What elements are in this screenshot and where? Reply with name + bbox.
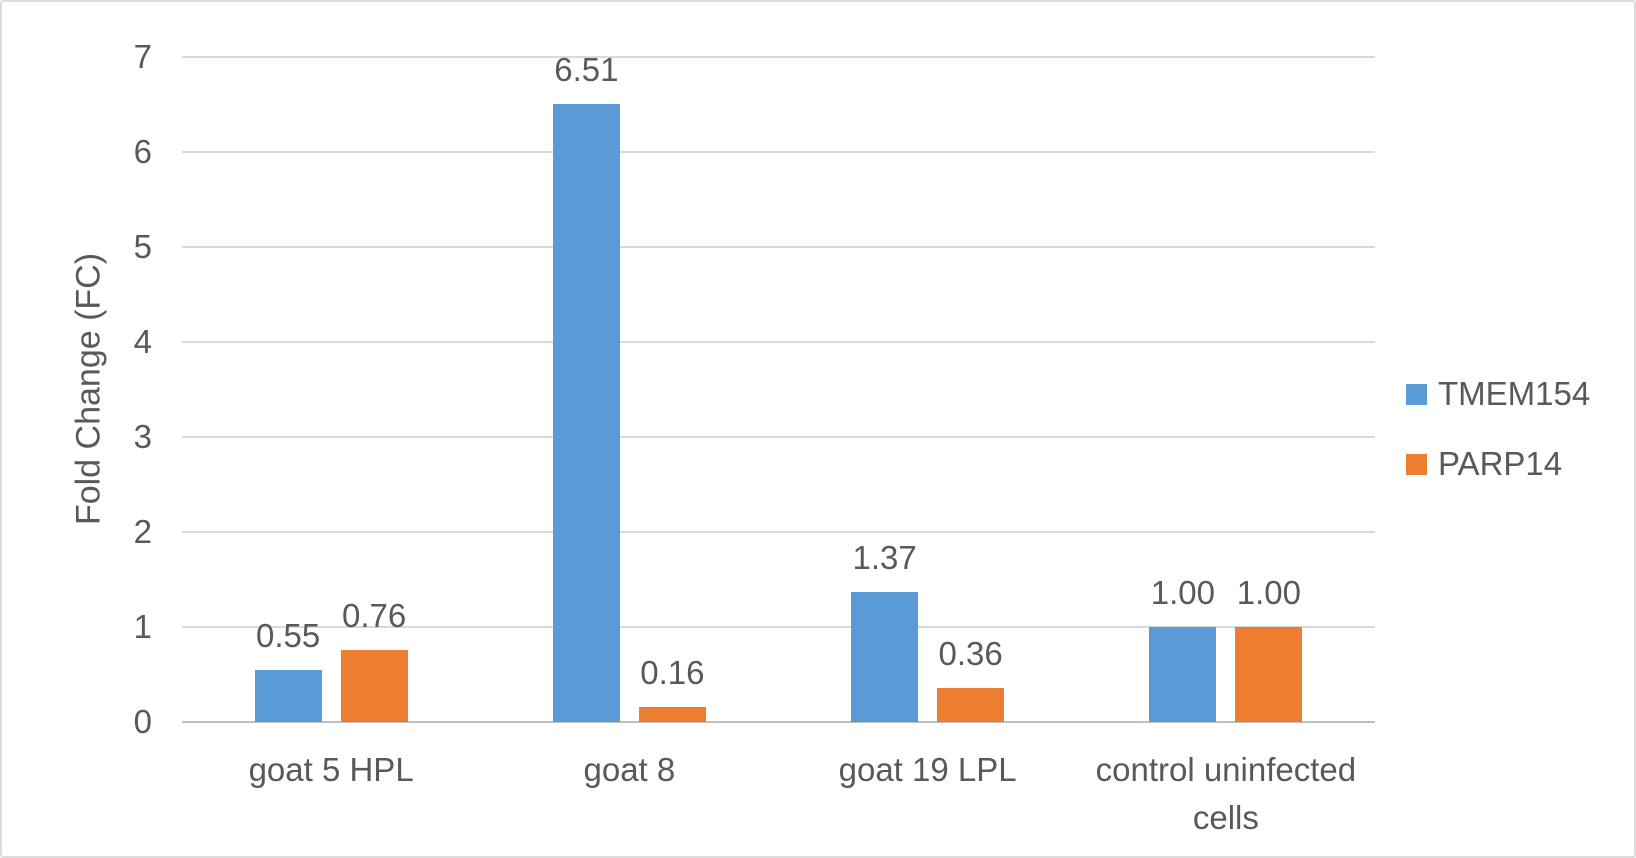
y-axis-tick-label: 1 [133,608,152,645]
legend-item-tmem154: TMEM154 [1406,374,1590,414]
legend-label-parp14: PARP14 [1438,445,1563,482]
y-axis-tick-label: 2 [133,513,152,550]
category-label: control uninfected cells [1095,751,1357,836]
legend-swatch-parp14-icon [1406,453,1427,475]
data-label: 1.37 [852,538,917,576]
bar-parp14-3 [1235,627,1303,722]
y-axis-tick-label: 5 [133,228,152,265]
y-axis-tick-label: 0 [133,703,152,740]
category-label: goat 8 [583,751,676,788]
data-label: 0.16 [640,653,705,691]
x-axis-line [182,721,1375,723]
data-label: 0.76 [342,596,407,634]
y-axis-title: Fold Change (FC) [69,252,108,526]
gridline [182,246,1375,248]
legend-label-tmem154: TMEM154 [1438,375,1591,412]
gridline [182,151,1375,153]
bar-parp14-0 [340,649,408,722]
data-label: 1.00 [1150,574,1215,611]
y-axis-tick-label: 4 [133,323,152,360]
bar-parp14-1 [638,706,706,722]
bar-tmem154-3 [1149,627,1217,722]
category-label: goat 19 LPL [838,751,1017,788]
y-axis-tick-label: 7 [133,38,152,75]
data-label: 0.55 [256,616,321,654]
gridline [182,531,1375,533]
legend-item-parp14: PARP14 [1406,444,1562,484]
gridline [182,626,1375,628]
gridline [182,56,1375,58]
data-label: 0.36 [938,634,1003,672]
data-label: 1.00 [1236,574,1301,611]
gridline [182,341,1375,343]
bar-tmem154-2 [851,591,919,722]
bar-tmem154-0 [254,669,322,722]
legend-swatch-tmem154-icon [1406,383,1427,405]
y-axis-tick-label: 3 [133,418,152,455]
gridline [182,436,1375,438]
data-label: 6.51 [554,50,619,88]
bar-tmem154-1 [552,103,620,722]
category-label: goat 5 HPL [248,751,414,788]
y-axis-tick-label: 6 [133,133,152,170]
bar-parp14-2 [937,687,1005,722]
